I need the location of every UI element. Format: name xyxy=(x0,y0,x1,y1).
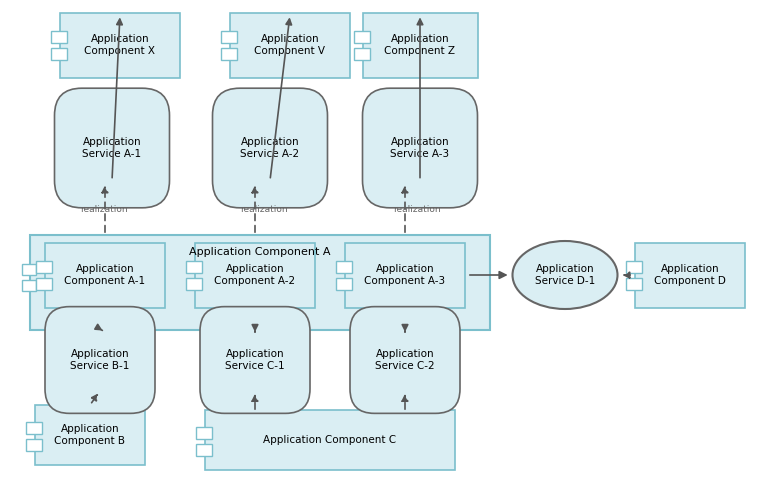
Text: Application Component A: Application Component A xyxy=(189,247,330,257)
FancyBboxPatch shape xyxy=(350,307,460,413)
FancyBboxPatch shape xyxy=(222,48,237,60)
Text: Application
Component A-3: Application Component A-3 xyxy=(364,264,446,286)
FancyBboxPatch shape xyxy=(30,235,490,330)
FancyBboxPatch shape xyxy=(26,439,42,451)
FancyBboxPatch shape xyxy=(205,410,455,470)
Text: Application
Service A-2: Application Service A-2 xyxy=(240,137,300,159)
FancyBboxPatch shape xyxy=(200,307,310,413)
FancyBboxPatch shape xyxy=(51,48,67,60)
FancyBboxPatch shape xyxy=(626,261,642,273)
FancyBboxPatch shape xyxy=(197,427,212,439)
FancyBboxPatch shape xyxy=(212,88,327,208)
Text: Application
Component B: Application Component B xyxy=(55,424,125,446)
Text: Application
Service A-3: Application Service A-3 xyxy=(391,137,449,159)
FancyBboxPatch shape xyxy=(35,405,145,465)
Text: realization: realization xyxy=(80,206,128,215)
FancyBboxPatch shape xyxy=(336,261,352,273)
Text: Application
Component V: Application Component V xyxy=(254,34,326,56)
FancyBboxPatch shape xyxy=(26,422,42,434)
Text: Application
Component A-1: Application Component A-1 xyxy=(64,264,146,286)
FancyBboxPatch shape xyxy=(55,88,169,208)
FancyBboxPatch shape xyxy=(635,243,745,307)
Text: Application
Component A-2: Application Component A-2 xyxy=(215,264,295,286)
FancyBboxPatch shape xyxy=(363,88,478,208)
FancyBboxPatch shape xyxy=(45,243,165,307)
FancyBboxPatch shape xyxy=(22,279,36,291)
FancyBboxPatch shape xyxy=(195,243,315,307)
Text: realization: realization xyxy=(240,206,287,215)
Text: Application Component C: Application Component C xyxy=(263,435,396,445)
FancyBboxPatch shape xyxy=(186,261,202,273)
FancyBboxPatch shape xyxy=(197,444,212,456)
Text: Application
Service A-1: Application Service A-1 xyxy=(82,137,142,159)
FancyBboxPatch shape xyxy=(336,278,352,290)
Text: Application
Service B-1: Application Service B-1 xyxy=(70,349,130,371)
FancyBboxPatch shape xyxy=(51,31,67,43)
FancyBboxPatch shape xyxy=(354,48,370,60)
Text: Application
Service C-2: Application Service C-2 xyxy=(375,349,435,371)
Text: Application
Component X: Application Component X xyxy=(85,34,156,56)
FancyBboxPatch shape xyxy=(186,278,202,290)
FancyBboxPatch shape xyxy=(45,307,155,413)
Text: Application
Service C-1: Application Service C-1 xyxy=(226,349,285,371)
FancyBboxPatch shape xyxy=(230,12,350,78)
FancyBboxPatch shape xyxy=(36,261,52,273)
FancyBboxPatch shape xyxy=(22,264,36,274)
Text: Application
Component D: Application Component D xyxy=(654,264,726,286)
Text: Application
Service D-1: Application Service D-1 xyxy=(535,264,595,286)
FancyBboxPatch shape xyxy=(626,278,642,290)
FancyBboxPatch shape xyxy=(354,31,370,43)
FancyBboxPatch shape xyxy=(363,12,478,78)
FancyBboxPatch shape xyxy=(36,278,52,290)
FancyBboxPatch shape xyxy=(345,243,465,307)
FancyBboxPatch shape xyxy=(222,31,237,43)
Text: Application
Component Z: Application Component Z xyxy=(384,34,456,56)
FancyBboxPatch shape xyxy=(60,12,180,78)
Text: realization: realization xyxy=(393,206,441,215)
Ellipse shape xyxy=(513,241,618,309)
